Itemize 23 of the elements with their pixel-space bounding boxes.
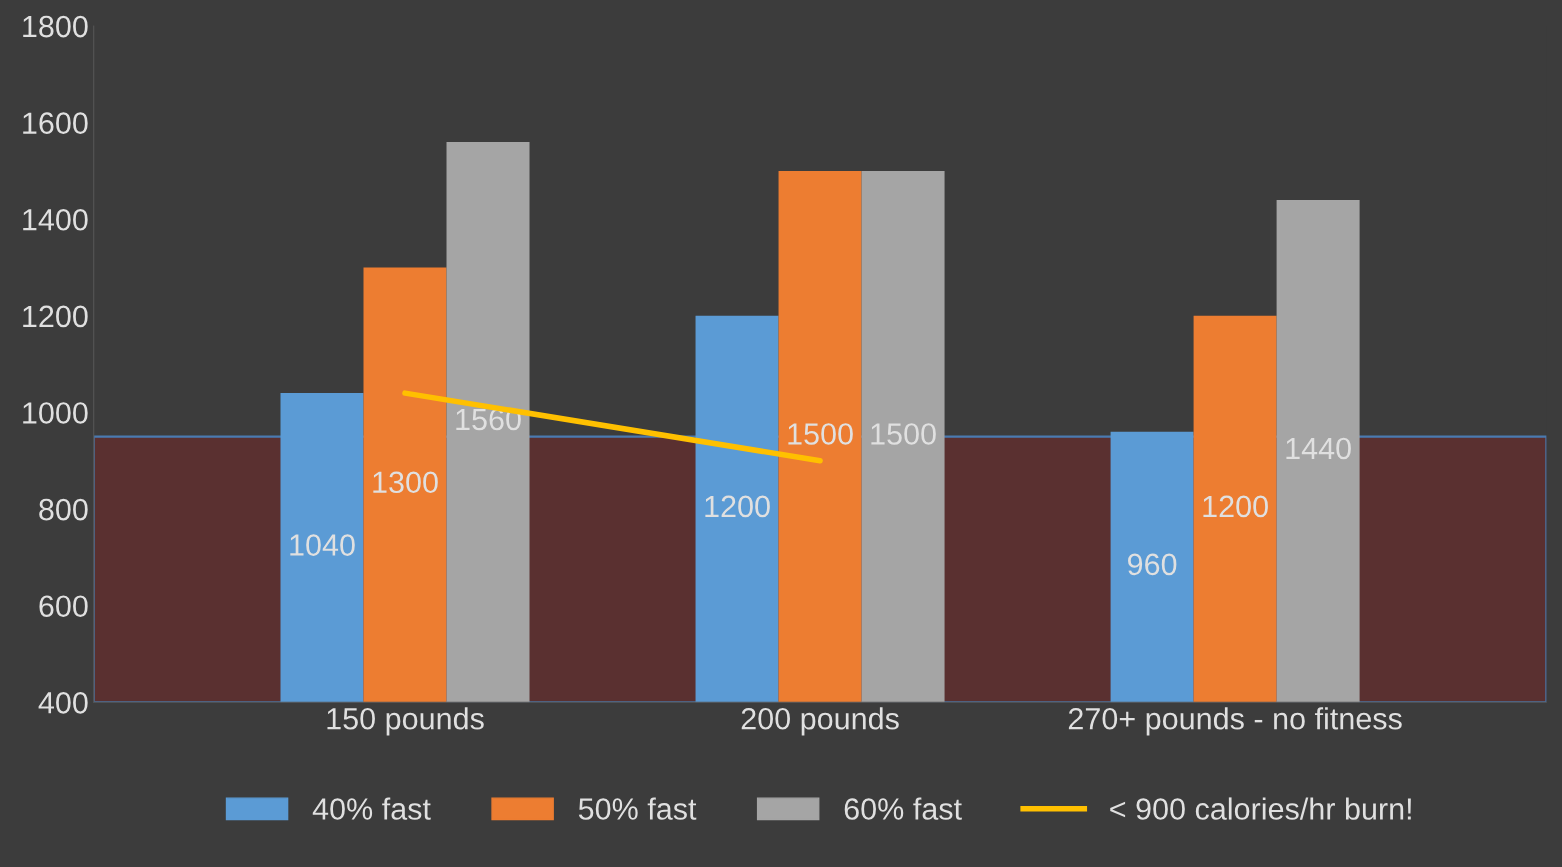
y-tick-label: 1800: [23, 15, 88, 38]
data-label: 1200: [705, 495, 770, 518]
data-label: 1440: [1286, 437, 1351, 460]
legend-label: 60% fast: [844, 797, 962, 820]
legend-label: 40% fast: [312, 797, 431, 820]
data-label: 960: [1128, 553, 1177, 576]
legend-label: 50% fast: [578, 797, 697, 820]
x-tick-label: 150 pounds: [327, 707, 484, 736]
y-tick-label: 800: [39, 498, 88, 521]
legend-label: < 900 calories/hr burn!: [1110, 797, 1411, 820]
y-tick-label: 400: [38, 692, 88, 714]
x-tick-label: 200 pounds: [741, 707, 899, 736]
y-tick-label: 1200: [23, 305, 88, 328]
data-label: 1500: [871, 423, 936, 445]
data-label: 1300: [373, 471, 438, 494]
y-tick-label: 1600: [23, 112, 88, 134]
x-tick-label: 270+ pounds - no fitness: [1068, 707, 1402, 736]
data-label: 1200: [1203, 495, 1268, 518]
data-label: 1040: [290, 534, 355, 556]
y-tick-label: 1000: [23, 402, 88, 424]
data-label: 1500: [788, 423, 853, 445]
y-tick-label: 1400: [23, 208, 88, 231]
y-tick-label: 600: [39, 595, 88, 618]
